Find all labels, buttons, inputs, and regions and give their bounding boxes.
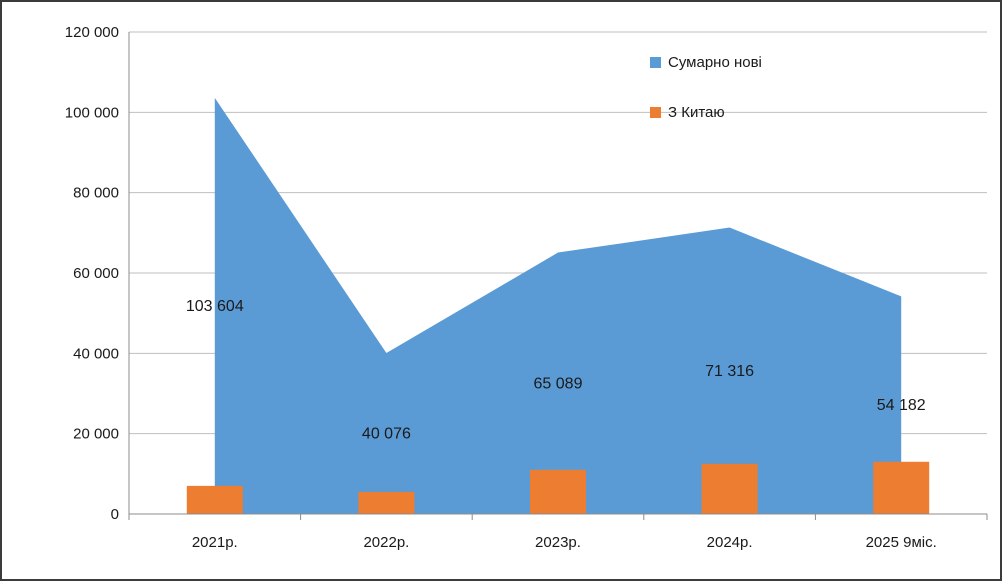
y-axis-tick-label: 100 000 bbox=[65, 104, 119, 121]
x-axis-category-label: 2023р. bbox=[535, 534, 581, 551]
area-data-label: 65 089 bbox=[534, 375, 583, 392]
y-axis-tick-label: 80 000 bbox=[73, 185, 119, 202]
bar-from-china bbox=[186, 485, 243, 514]
y-axis-tick-label: 20 000 bbox=[73, 426, 119, 443]
legend-label-from-china: З Китаю bbox=[668, 104, 725, 121]
bar-from-china bbox=[530, 469, 586, 514]
bar-from-china bbox=[873, 461, 930, 514]
area-data-label: 71 316 bbox=[705, 363, 754, 380]
area-data-label: 54 182 bbox=[877, 397, 926, 414]
x-axis-category-label: 2024р. bbox=[707, 534, 753, 551]
legend-label-total-new: Сумарно нові bbox=[668, 54, 762, 71]
chart-legend: Сумарно нові З Китаю bbox=[650, 54, 762, 121]
x-axis-category-label: 2022р. bbox=[363, 534, 409, 551]
legend-swatch-blue bbox=[650, 57, 661, 68]
x-axis-category-label: 2025 9міс. bbox=[866, 534, 937, 551]
y-axis-tick-label: 120 000 bbox=[65, 24, 119, 41]
area-data-label: 103 604 bbox=[186, 298, 244, 315]
y-axis-tick-label: 60 000 bbox=[73, 265, 119, 282]
legend-item-total-new: Сумарно нові bbox=[650, 54, 762, 71]
bar-from-china bbox=[358, 491, 415, 514]
x-axis-category-label: 2021р. bbox=[192, 534, 238, 551]
bar-from-china bbox=[701, 463, 758, 514]
legend-swatch-orange bbox=[650, 107, 661, 118]
area-series-total-new bbox=[214, 97, 902, 514]
area-data-label: 40 076 bbox=[362, 426, 411, 443]
y-axis-tick-label: 0 bbox=[111, 506, 119, 523]
y-axis-tick-label: 40 000 bbox=[73, 345, 119, 362]
legend-item-from-china: З Китаю bbox=[650, 104, 762, 121]
